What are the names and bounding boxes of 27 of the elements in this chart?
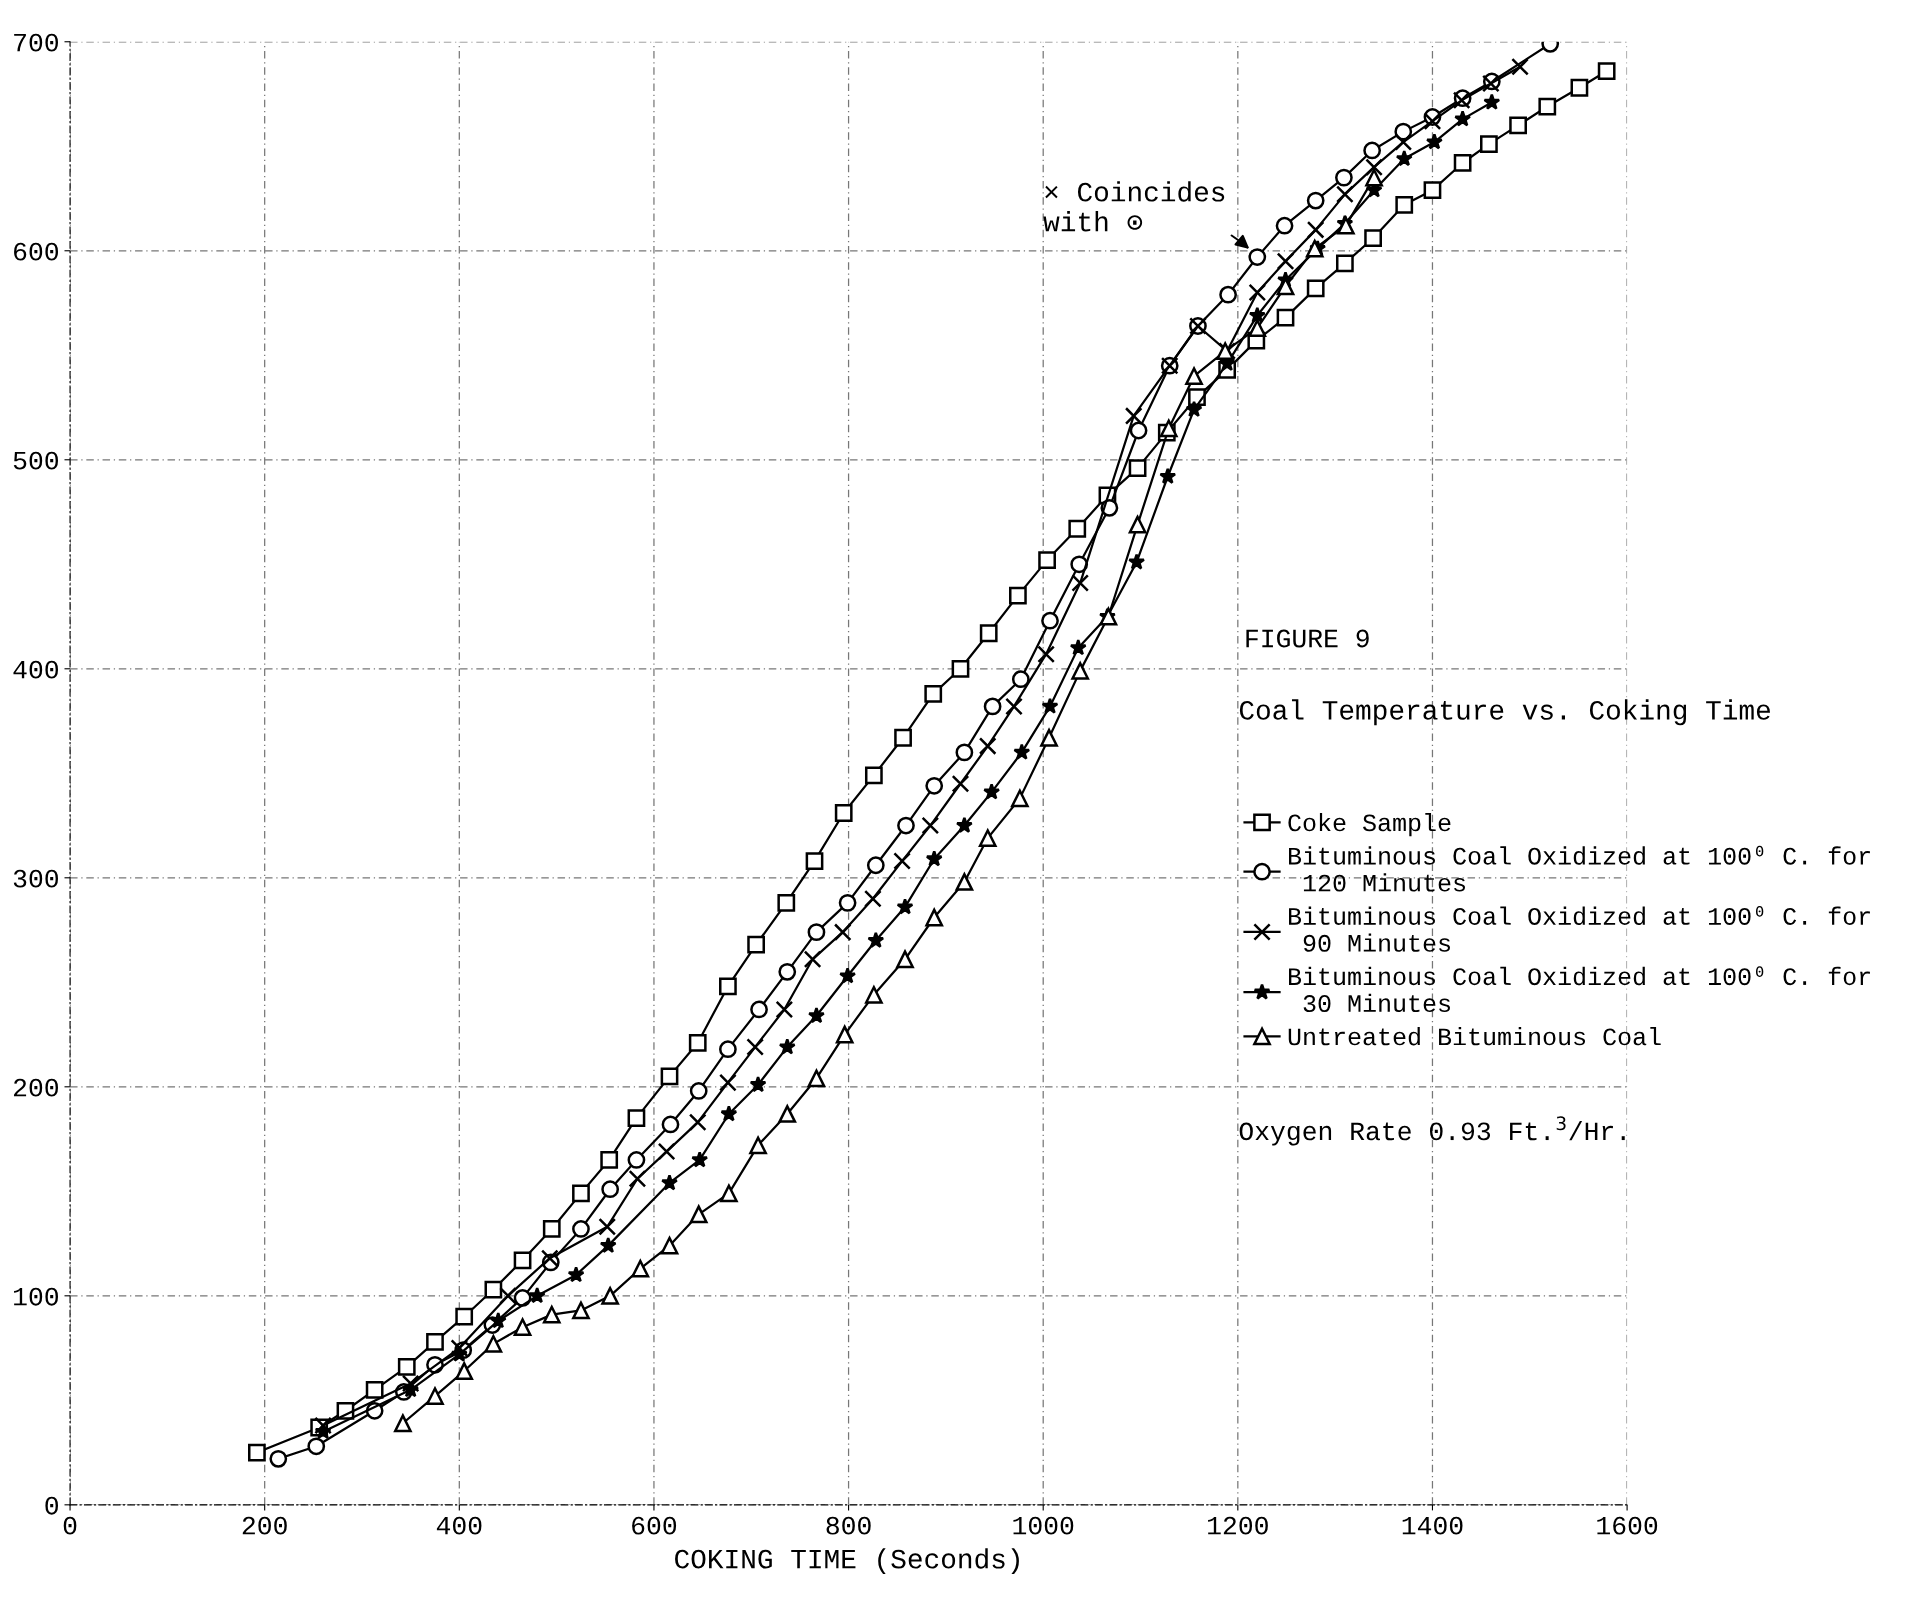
y-tick-label: 700 xyxy=(14,33,59,52)
x-tick-label: 600 xyxy=(632,1516,677,1535)
legend-label: Coke Sample xyxy=(1288,813,1451,837)
x-tick-label: 1000 xyxy=(1013,1516,1074,1535)
x-tick-label: 1600 xyxy=(1597,1516,1658,1535)
y-tick-label: 200 xyxy=(13,1078,59,1097)
x-tick-label: 800 xyxy=(826,1516,871,1535)
y-tick-label: 100 xyxy=(14,1287,59,1306)
legend-label: Bituminous Coal Oxidized at 100⁰ C. for 90 Minutes xyxy=(1289,906,1870,952)
y-tick-label: 300 xyxy=(13,869,59,888)
y-tick-label: 400 xyxy=(13,660,59,679)
x-axis-title: COKING TIME (Seconds) xyxy=(675,1548,1019,1575)
x-tick-label: 400 xyxy=(436,1516,482,1535)
annotation: × Coincides with ⊙ xyxy=(1043,181,1225,232)
x-tick-label: 1200 xyxy=(1208,1516,1268,1535)
legend-label: Bituminous Coal Oxidized at 100⁰ C. for 30 Minutes xyxy=(1289,966,1870,1013)
x-tick-label: 200 xyxy=(242,1516,287,1535)
y-tick-label: 0 xyxy=(45,1496,59,1515)
annotation: Oxygen Rate 0.93 Ft.$^{3}$/Hr. xyxy=(1239,1116,1625,1146)
text: Coal Temperature vs. Coking Time xyxy=(1239,699,1770,726)
x-tick-label: 1400 xyxy=(1402,1516,1463,1535)
y-tick-label: 500 xyxy=(13,451,59,470)
y-tick-label: 600 xyxy=(14,242,59,261)
legend-label: Bituminous Coal Oxidized at 100⁰ C. for 120 Minutes xyxy=(1289,845,1870,892)
text: FIGURE 9 xyxy=(1246,629,1369,648)
legend-label: Untreated Bituminous Coal xyxy=(1288,1027,1661,1046)
x-tick-label: 0 xyxy=(63,1516,77,1535)
